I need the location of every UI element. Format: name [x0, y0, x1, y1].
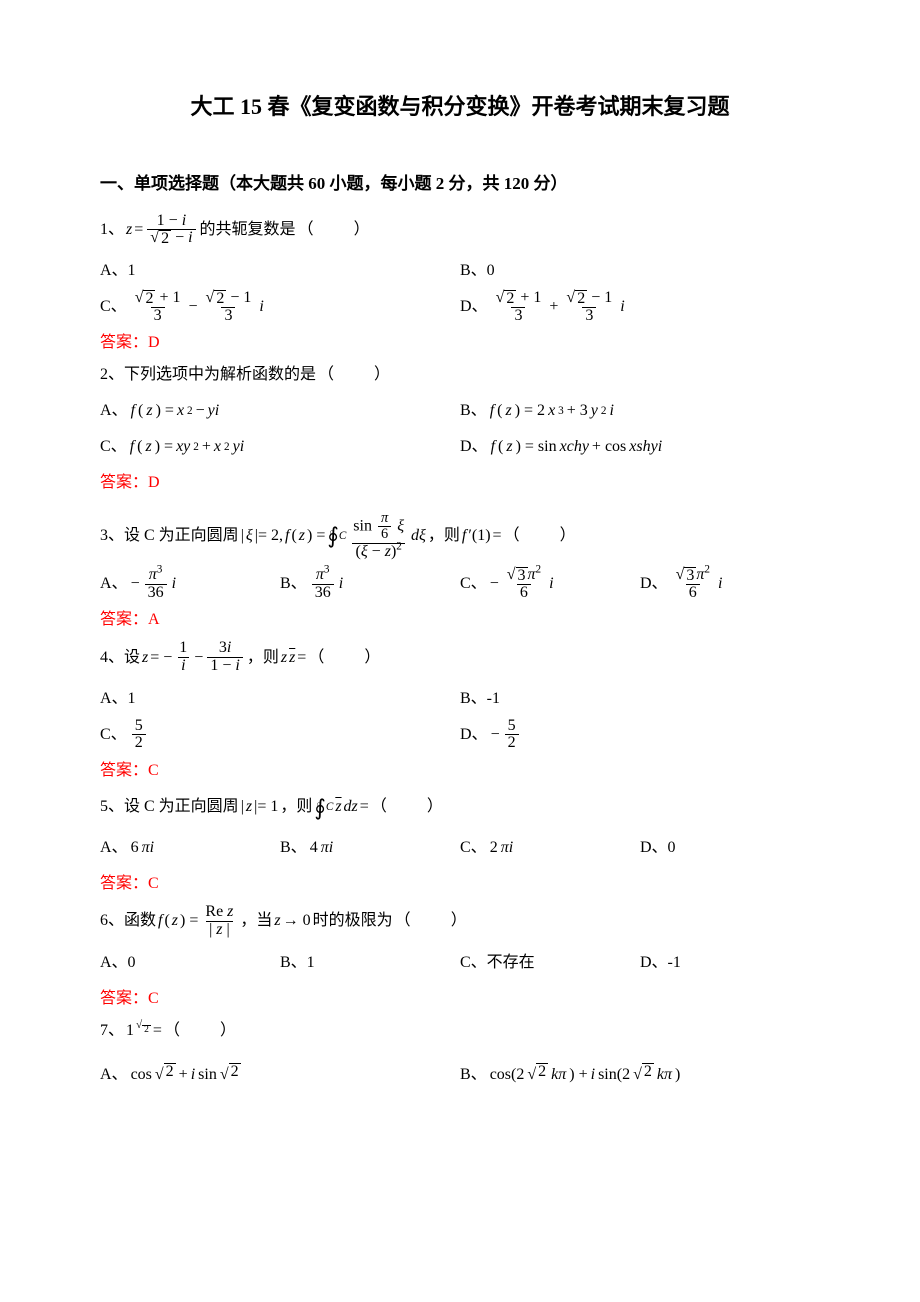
q1-answer: 答案：D: [100, 331, 820, 355]
question-2: 2、下列选项中为解析函数的是 （） A、 f(z) = x2 − yi B、 f…: [100, 363, 820, 495]
q2-answer: 答案：D: [100, 471, 820, 495]
q1-optA: A、1: [100, 253, 460, 289]
q1-optD: D、 √2 + 13 + √2 − 13 i: [460, 289, 820, 325]
q7-stem: 7、 1√2 = （）: [100, 1019, 820, 1043]
q3-optA: A、− π336i: [100, 566, 280, 602]
section-header: 一、单项选择题（本大题共 60 小题，每小题 2 分，共 120 分）: [100, 171, 820, 197]
q1-suffix: 的共轭复数是: [200, 218, 296, 242]
q5-optC: C、2πi: [460, 830, 640, 866]
question-1: 1、 z = 1 − i √2 − i 的共轭复数是 （） A、1 B、0 C、…: [100, 213, 820, 356]
q5-optB: B、4πi: [280, 830, 460, 866]
q3-answer: 答案：A: [100, 608, 820, 632]
q4-optB: B、-1: [460, 681, 820, 717]
q7-optB: B、 cos(2√2kπ) + i sin(2√2kπ): [460, 1057, 820, 1093]
q4-answer: 答案：C: [100, 759, 820, 783]
q2-stem: 2、下列选项中为解析函数的是 （）: [100, 363, 820, 387]
question-6: 6、函数 f(z) = Re z | z | ，当 z → 0 时的极限为 （）…: [100, 904, 820, 1011]
q3-optC: C、− √3π26i: [460, 566, 640, 602]
q3-optB: B、 π336i: [280, 566, 460, 602]
question-5: 5、设 C 为正向圆周 | z |= 1 ，则 ∮C zdz = （） A、6π…: [100, 791, 820, 896]
q2-optA: A、 f(z) = x2 − yi: [100, 393, 460, 429]
question-3: 3、设 C 为正向圆周 | ξ |= 2, f(z) = ∮C sin π6 ξ…: [100, 511, 820, 632]
q6-answer: 答案：C: [100, 987, 820, 1011]
q1-num: 1、: [100, 218, 124, 242]
q3-stem: 3、设 C 为正向圆周 | ξ |= 2, f(z) = ∮C sin π6 ξ…: [100, 511, 820, 560]
q5-answer: 答案：C: [100, 872, 820, 896]
q4-optD: D、− 52: [460, 717, 820, 753]
q1-stem: 1、 z = 1 − i √2 − i 的共轭复数是 （）: [100, 213, 820, 248]
q6-optD: D、-1: [640, 945, 820, 981]
q4-stem: 4、设 z = − 1i − 3i1 − i ，则 zz = （）: [100, 640, 820, 675]
q5-optA: A、6πi: [100, 830, 280, 866]
question-4: 4、设 z = − 1i − 3i1 − i ，则 zz = （） A、1 B、…: [100, 640, 820, 783]
q6-optC: C、不存在: [460, 945, 640, 981]
q2-optC: C、 f(z) = xy2 + x2yi: [100, 429, 460, 465]
q2-optB: B、 f(z) = 2x3 + 3y2i: [460, 393, 820, 429]
q7-optA: A、 cos√2 + i sin√2: [100, 1057, 460, 1093]
page-title: 大工 15 春《复变函数与积分变换》开卷考试期末复习题: [100, 90, 820, 123]
q6-optB: B、1: [280, 945, 460, 981]
q5-stem: 5、设 C 为正向圆周 | z |= 1 ，则 ∮C zdz = （）: [100, 791, 820, 824]
q5-optD: D、0: [640, 830, 820, 866]
q1-optB: B、0: [460, 253, 820, 289]
q4-optC: C、 52: [100, 717, 460, 753]
q3-optD: D、 √3π26i: [640, 566, 820, 602]
q4-optA: A、1: [100, 681, 460, 717]
q1-optC: C、 √2 + 13 − √2 − 13 i: [100, 289, 460, 325]
q2-optD: D、 f(z) = sin xchy + cos xshyi: [460, 429, 820, 465]
q6-optA: A、0: [100, 945, 280, 981]
question-7: 7、 1√2 = （） A、 cos√2 + i sin√2 B、 cos(2√…: [100, 1019, 820, 1093]
q6-stem: 6、函数 f(z) = Re z | z | ，当 z → 0 时的极限为 （）: [100, 904, 820, 939]
